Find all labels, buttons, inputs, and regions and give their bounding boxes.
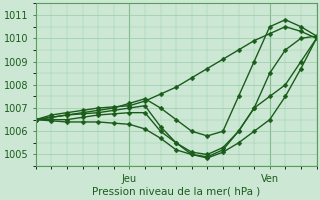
X-axis label: Pression niveau de la mer( hPa ): Pression niveau de la mer( hPa ) <box>92 187 260 197</box>
